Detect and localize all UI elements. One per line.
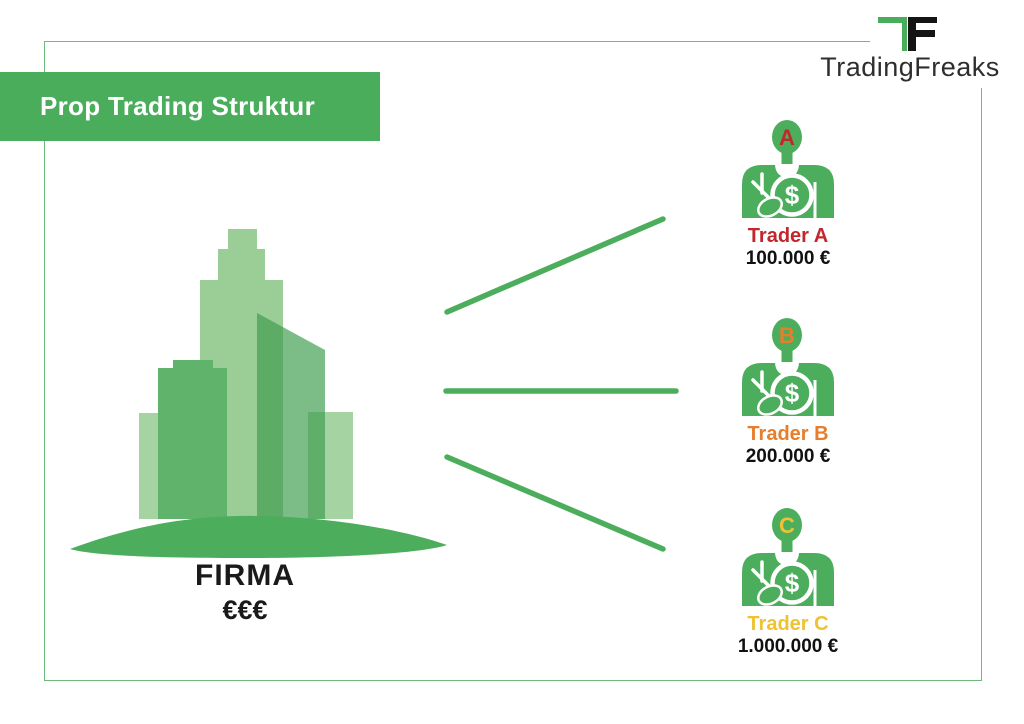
dollar-sign: $	[785, 568, 800, 598]
dollar-sign: $	[785, 378, 800, 408]
logo-mark-green-bar	[878, 17, 907, 23]
trader-c-head-letter: C	[779, 513, 795, 538]
diagram-frame	[44, 41, 982, 681]
logo-mark-black-mid	[916, 30, 935, 37]
trader-b-amount: 200.000 €	[745, 446, 831, 467]
title-banner: Prop Trading Struktur	[0, 72, 380, 141]
person-hand	[757, 584, 783, 606]
trader-c-amount: 1.000.000 €	[737, 636, 839, 657]
connector-line-trader-a	[444, 216, 666, 315]
person-neck	[781, 152, 793, 164]
logo-background-patch	[870, 28, 1020, 88]
trader-b-block: $ B Trader B 200.000 €	[718, 316, 858, 468]
trader-b-head-letter: B	[779, 323, 795, 348]
logo-mark-black-top	[908, 17, 937, 23]
logo-mark-black-stem	[908, 17, 916, 51]
trader-b-person-icon: $ B	[742, 318, 834, 416]
trader-a-person-icon: $ A	[742, 120, 834, 218]
trader-a-label: Trader A	[747, 225, 829, 247]
person-hand	[757, 394, 783, 416]
trader-a-amount: 100.000 €	[745, 248, 831, 269]
logo-mark-green-stem	[902, 17, 907, 51]
trader-c-block: $ C Trader C 1.000.000 €	[718, 506, 858, 658]
firm-label-group: FIRMA €€€	[145, 559, 345, 627]
page-title: Prop Trading Struktur	[40, 91, 315, 121]
trader-b-label: Trader B	[747, 423, 829, 445]
brand-logo: TradingFreaks	[810, 5, 1015, 90]
person-neck	[781, 350, 793, 362]
person-head	[772, 508, 802, 542]
trader-c-label: Trader C	[747, 613, 829, 635]
trader-a-head-letter: A	[779, 125, 795, 150]
dollar-sign: $	[785, 180, 800, 210]
trader-a-block: $ A Trader A 100.000 €	[718, 118, 858, 270]
brand-name: TradingFreaks	[820, 52, 1000, 82]
person-neck	[781, 540, 793, 552]
trader-c-person-icon: $ C	[742, 508, 834, 606]
person-hand	[757, 196, 783, 218]
ground-swoosh	[70, 515, 447, 558]
connector-line-trader-c	[444, 454, 666, 552]
firm-name: FIRMA	[195, 559, 295, 592]
firm-capital: €€€	[222, 595, 268, 625]
building-left-tower	[158, 360, 227, 519]
person-head	[772, 120, 802, 154]
person-head	[772, 318, 802, 352]
building-slanted-tower	[257, 313, 325, 519]
